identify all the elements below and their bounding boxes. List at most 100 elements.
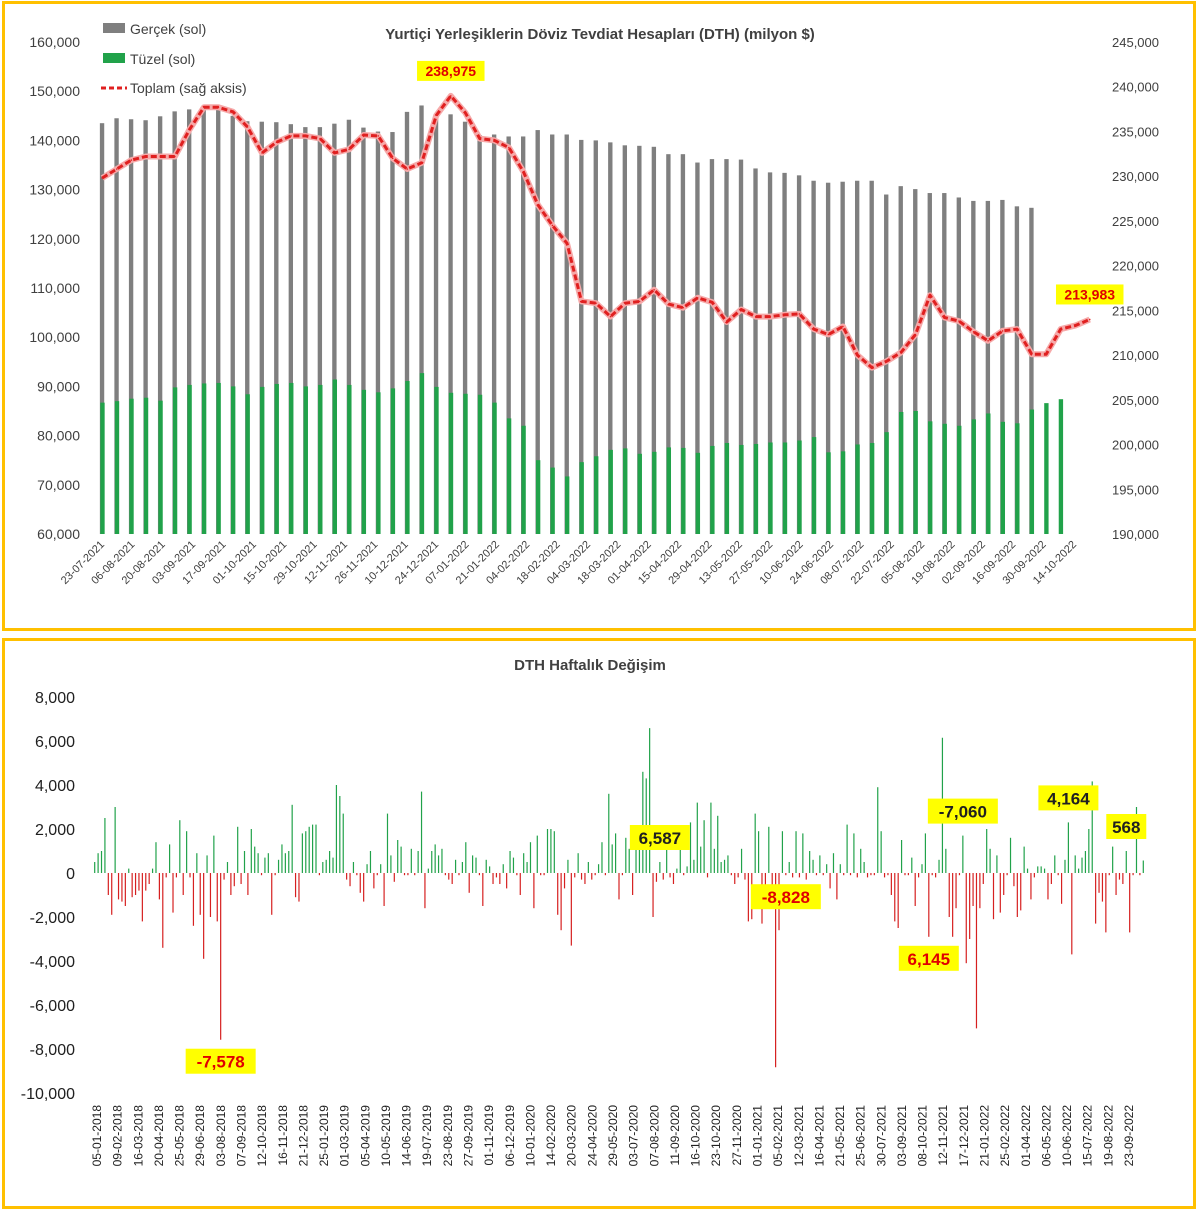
y-left-tick-label: 150,000 [29, 83, 80, 99]
bar-gercek [767, 172, 773, 534]
x-tick-label: 20-03-2020 [565, 1105, 579, 1167]
toplam-point [522, 170, 525, 173]
annotation-label: -7,060 [939, 803, 987, 822]
bar-gercek [186, 109, 192, 535]
bar-tuzel [695, 452, 701, 534]
bar-tuzel [1058, 399, 1064, 534]
annotation-label: 238,975 [425, 63, 476, 79]
toplam-point [1001, 330, 1004, 332]
annotation-label: 213,983 [1064, 286, 1115, 302]
x-tick-label: 11-09-2020 [668, 1105, 682, 1166]
toplam-point [493, 139, 496, 142]
y-left-tick-label: 110,000 [30, 280, 80, 296]
bar-gercek [404, 111, 410, 534]
legend-label-toplam: Toplam (sağ aksis) [130, 80, 247, 96]
x-tick-label: 25-02-2022 [998, 1105, 1012, 1167]
toplam-point [638, 300, 641, 303]
x-tick-label: 03-07-2020 [627, 1105, 641, 1167]
bar-tuzel [971, 419, 976, 534]
bar-gercek [259, 121, 264, 534]
y-tick-label: -4,000 [30, 954, 75, 971]
bar-gercek [477, 134, 482, 534]
y-left-tick-label: 120,000 [29, 231, 80, 247]
x-tick-label: 20-04-2018 [152, 1105, 166, 1167]
toplam-point [914, 333, 917, 336]
annotation-label: -8,828 [762, 888, 810, 907]
toplam-point [1030, 353, 1033, 355]
x-tick-label: 03-09-2021 [895, 1105, 909, 1167]
toplam-point [1059, 328, 1062, 330]
toplam-point [377, 135, 379, 137]
toplam-point [391, 157, 394, 160]
bar-gercek [579, 139, 584, 534]
bar-gercek [99, 123, 105, 535]
toplam-point [420, 161, 423, 164]
bar-gercek [840, 181, 845, 534]
bar-tuzel [1015, 423, 1020, 534]
bar-gercek [288, 124, 294, 534]
bar-gercek [550, 134, 555, 534]
annotation-box [185, 1048, 256, 1074]
bar-tuzel [245, 394, 250, 534]
y-right-tick-label: 220,000 [1112, 259, 1159, 274]
toplam-point [769, 315, 772, 318]
bar-tuzel [797, 440, 802, 534]
annotation-label: 6,145 [908, 950, 951, 969]
bar-tuzel [390, 388, 396, 534]
x-tick-label: 16-10-2020 [689, 1105, 703, 1167]
bar-gercek [128, 119, 134, 534]
toplam-point [479, 137, 481, 140]
y-right-tick-label: 200,000 [1112, 438, 1159, 453]
bar-gercek [230, 115, 235, 535]
x-tick-label: 25-01-2019 [317, 1105, 331, 1167]
bar-gercek [695, 162, 700, 535]
bar-tuzel [681, 447, 686, 534]
x-tick-label: 08-10-2021 [916, 1105, 930, 1167]
toplam-point [958, 320, 960, 322]
bar-tuzel [884, 432, 889, 534]
bar-tuzel [303, 386, 308, 534]
bar-tuzel [506, 418, 512, 534]
toplam-point [566, 242, 568, 245]
bar-tuzel [826, 452, 831, 534]
x-tick-label: 01-04-2022 [1019, 1105, 1033, 1167]
bar-tuzel [564, 476, 570, 534]
toplam-point [1074, 324, 1077, 327]
bar-tuzel [332, 379, 338, 534]
toplam-point [130, 159, 133, 161]
toplam-point [1016, 328, 1018, 330]
toplam-point [232, 110, 234, 113]
x-tick-label: 12-03-2021 [792, 1105, 806, 1167]
bar-gercek [419, 105, 424, 534]
bar-tuzel [623, 448, 628, 534]
annotation-label: -7,578 [197, 1053, 245, 1072]
x-tick-label: 05-04-2019 [358, 1105, 372, 1167]
toplam-point [740, 308, 743, 311]
bar-tuzel [463, 393, 468, 534]
bar-tuzel [260, 386, 265, 534]
bar-gercek [709, 159, 715, 534]
y-tick-label: -10,000 [21, 1086, 75, 1103]
x-tick-label: 29-06-2018 [193, 1105, 207, 1167]
y-left-tick-label: 60,000 [37, 526, 80, 542]
y-tick-label: 0 [66, 866, 75, 883]
toplam-point [319, 137, 321, 140]
toplam-line [101, 94, 1091, 370]
bar-tuzel [318, 384, 323, 534]
legend-label-tuzel: Tüzel (sol) [130, 51, 195, 67]
bar-tuzel [666, 447, 672, 534]
y-tick-label: -8,000 [30, 1042, 75, 1059]
toplam-point [783, 314, 786, 316]
toplam-point [885, 360, 888, 363]
x-tick-label: 17-12-2021 [957, 1105, 971, 1167]
bar-gercek [201, 108, 206, 535]
x-tick-label: 10-05-2019 [379, 1105, 393, 1167]
x-tick-label: 01-11-2019 [482, 1105, 496, 1166]
x-tick-label: 10-01-2020 [523, 1105, 537, 1167]
x-tick-label: 25-06-2021 [854, 1105, 868, 1167]
bar-tuzel [608, 449, 613, 534]
x-tick-label: 01-01-2021 [750, 1105, 764, 1167]
x-tick-label: 19-08-2022 [1101, 1105, 1115, 1167]
toplam-point [609, 315, 612, 318]
annotation-box [1038, 785, 1099, 811]
